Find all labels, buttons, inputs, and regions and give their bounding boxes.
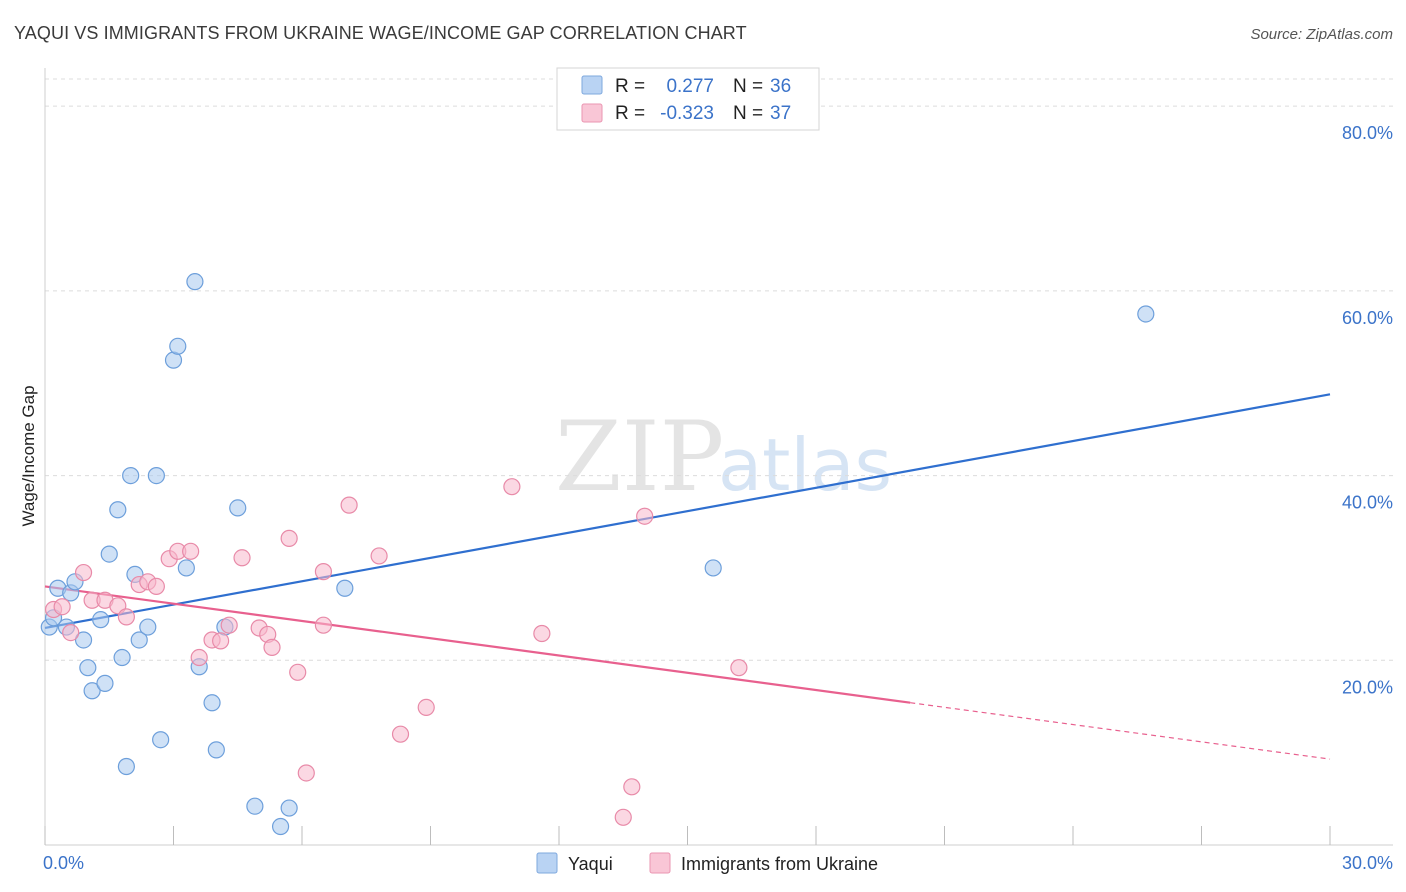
point-yaqui-17 <box>130 631 148 649</box>
point-yaqui-12 <box>109 501 127 519</box>
point-yaqui-31 <box>271 817 290 836</box>
watermark-atlas: atlas <box>718 423 892 507</box>
trend-line-dashed-ukraine <box>910 702 1331 760</box>
point-ukraine-33 <box>614 808 632 826</box>
series-legend: Yaqui Immigrants from Ukraine <box>536 852 878 874</box>
point-yaqui-20 <box>152 731 170 749</box>
point-ukraine-29 <box>391 725 410 743</box>
chart-title: YAQUI VS IMMIGRANTS FROM UKRAINE WAGE/IN… <box>14 23 747 43</box>
stats-legend-n-value-ukraine: 37 <box>770 103 791 124</box>
stats-legend: R = 0.277 N = 36 R = -0.323 N = 37 <box>556 67 820 131</box>
trend-line-yaqui <box>44 393 1331 630</box>
point-yaqui-11 <box>100 545 118 563</box>
point-ukraine-7 <box>117 608 135 626</box>
chart-source: Source: ZipAtlas.com <box>1250 26 1393 43</box>
point-yaqui-22 <box>169 337 187 355</box>
point-ukraine-26 <box>314 616 333 634</box>
point-ukraine-22 <box>280 529 298 547</box>
x-tick-label-1: 30.0% <box>1342 853 1393 873</box>
legend-swatch-yaqui <box>536 852 558 874</box>
point-yaqui-32 <box>280 799 298 817</box>
point-yaqui-7 <box>79 659 97 677</box>
stats-legend-swatch-ukraine <box>581 103 603 123</box>
y-tick-label-2: 60.0% <box>1342 308 1393 328</box>
point-ukraine-27 <box>340 496 358 514</box>
point-ukraine-34 <box>623 778 641 796</box>
point-yaqui-24 <box>186 273 204 291</box>
data-points <box>40 273 1155 836</box>
point-ukraine-10 <box>147 577 165 596</box>
stats-legend-r-label-ukraine: R = <box>615 103 645 124</box>
stats-legend-r-value-yaqui: 0.277 <box>666 76 714 97</box>
stats-legend-r-label-yaqui: R = <box>615 76 645 97</box>
point-ukraine-18 <box>233 549 251 567</box>
point-ukraine-36 <box>730 659 748 677</box>
point-yaqui-8 <box>83 682 101 700</box>
point-ukraine-35 <box>636 507 654 525</box>
point-yaqui-9 <box>92 611 110 629</box>
point-yaqui-35 <box>1137 305 1155 323</box>
y-axis-label: Wage/Income Gap <box>19 385 38 526</box>
point-yaqui-10 <box>96 674 114 692</box>
point-ukraine-31 <box>503 478 521 496</box>
point-yaqui-13 <box>113 648 131 667</box>
stats-legend-r-value-ukraine: -0.323 <box>660 103 714 124</box>
stats-legend-n-label-yaqui: N = <box>733 76 763 97</box>
point-ukraine-17 <box>220 616 238 634</box>
y-tick-labels: 20.0% 40.0% 60.0% 80.0% <box>1342 123 1393 697</box>
y-tick-label-3: 80.0% <box>1342 123 1393 143</box>
stats-legend-swatch-yaqui <box>581 75 603 95</box>
x-tick-labels: 0.0% 30.0% <box>43 853 1393 873</box>
point-yaqui-18 <box>139 618 157 636</box>
point-yaqui-15 <box>122 466 140 485</box>
trend-lines <box>44 393 1331 760</box>
point-ukraine-28 <box>370 547 388 565</box>
legend-label-ukraine: Immigrants from Ukraine <box>681 854 878 874</box>
point-ukraine-2 <box>62 623 80 642</box>
point-yaqui-29 <box>229 499 247 517</box>
point-ukraine-32 <box>533 624 551 643</box>
legend-label-yaqui: Yaqui <box>568 854 613 874</box>
point-ukraine-13 <box>182 542 200 560</box>
point-yaqui-23 <box>177 559 195 577</box>
point-yaqui-6 <box>74 631 93 649</box>
stats-legend-n-label-ukraine: N = <box>733 103 763 124</box>
point-ukraine-23 <box>289 663 307 681</box>
point-ukraine-21 <box>263 638 281 656</box>
point-yaqui-26 <box>203 694 221 712</box>
x-tick-label-0: 0.0% <box>43 853 84 873</box>
y-tick-label-0: 20.0% <box>1342 677 1393 697</box>
point-ukraine-30 <box>417 698 435 716</box>
point-yaqui-33 <box>336 579 354 597</box>
point-ukraine-14 <box>190 648 208 667</box>
point-ukraine-16 <box>212 632 230 650</box>
point-yaqui-34 <box>704 559 722 577</box>
point-ukraine-1 <box>53 598 71 616</box>
point-yaqui-14 <box>117 757 135 776</box>
trend-line-ukraine <box>44 585 911 704</box>
point-ukraine-25 <box>314 563 333 581</box>
point-yaqui-30 <box>246 797 264 815</box>
stats-legend-n-value-yaqui: 36 <box>770 76 791 97</box>
y-tick-label-1: 40.0% <box>1342 493 1393 513</box>
point-yaqui-27 <box>207 741 225 759</box>
point-ukraine-3 <box>74 563 93 582</box>
point-ukraine-24 <box>297 764 315 782</box>
watermark-zip: ZIP <box>555 401 724 513</box>
axes <box>44 68 1393 846</box>
legend-swatch-ukraine <box>649 852 671 874</box>
point-yaqui-19 <box>147 466 165 485</box>
